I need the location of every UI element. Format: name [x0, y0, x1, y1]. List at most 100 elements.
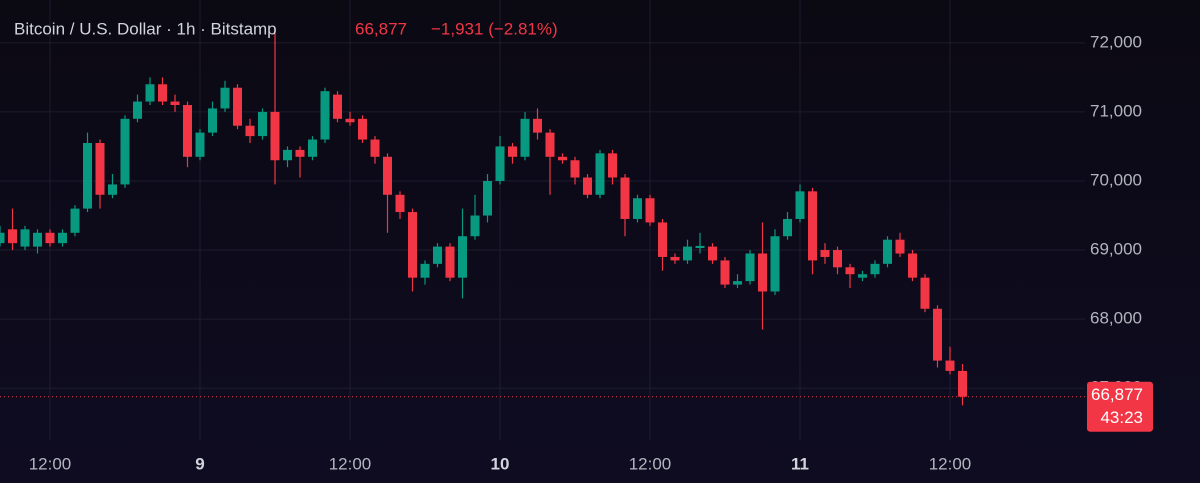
candle-body — [508, 146, 517, 157]
candle-body — [733, 281, 742, 285]
candle-body — [45, 232, 55, 244]
axes: 67,00068,00069,00070,00071,00072,00012:0… — [0, 32, 1153, 473]
candle-body — [383, 156, 392, 195]
candle-body — [683, 246, 692, 261]
candle-body — [95, 142, 105, 195]
candle-body — [608, 153, 617, 178]
y-tick-label: 72,000 — [1090, 32, 1142, 51]
candle-body — [545, 132, 555, 157]
candle-body — [933, 308, 942, 361]
candle-body — [183, 104, 192, 157]
candle-body — [395, 194, 405, 213]
candle-body — [520, 118, 530, 157]
candle-body — [158, 84, 167, 102]
candle-body — [633, 198, 642, 219]
candle-body — [708, 246, 717, 261]
candle-body — [895, 239, 905, 254]
x-tick-label: 12:00 — [629, 454, 672, 473]
candle-body — [458, 236, 467, 278]
candle-body — [83, 142, 92, 209]
candle-body — [808, 191, 817, 261]
candle-body — [20, 229, 30, 247]
candle-body — [145, 84, 155, 102]
price-change: −1,931 (−2.81%) — [431, 19, 558, 38]
grid — [0, 0, 1085, 440]
x-tick-label: 12:00 — [29, 454, 72, 473]
candle-body — [845, 267, 855, 275]
candle-body — [620, 177, 630, 219]
candle-body — [233, 87, 242, 126]
candle-body — [870, 263, 880, 275]
y-tick-label: 71,000 — [1090, 101, 1142, 120]
candle-body — [433, 246, 442, 264]
candle-body — [0, 232, 5, 244]
candle-body — [908, 253, 917, 278]
candle-body — [745, 253, 755, 282]
candle-body — [670, 256, 680, 261]
candle-body — [308, 139, 317, 157]
candle-body — [795, 191, 805, 219]
last-price-header: 66,877 — [355, 19, 407, 38]
candle-body — [420, 263, 430, 278]
candle-body — [70, 208, 80, 233]
candle-body — [858, 274, 867, 278]
candle-body — [333, 94, 342, 119]
candle-body — [495, 146, 505, 181]
countdown: 43:23 — [1100, 408, 1143, 427]
candle-body — [295, 149, 305, 157]
x-tick-label: 9 — [195, 454, 204, 473]
candle-body — [8, 229, 17, 244]
candle-body — [133, 101, 142, 119]
candle-body — [208, 108, 217, 133]
candle-body — [820, 250, 830, 257]
candle-body — [958, 370, 967, 397]
candle-body — [408, 212, 417, 278]
candle-body — [108, 184, 117, 195]
x-tick-label: 12:00 — [929, 454, 972, 473]
candle-body — [245, 125, 255, 137]
candle-body — [595, 153, 605, 195]
candles — [0, 29, 967, 406]
candle-body — [483, 180, 492, 216]
x-tick-label: 12:00 — [329, 454, 372, 473]
candle-body — [758, 253, 767, 292]
candle-body — [370, 139, 380, 157]
candle-body — [258, 111, 267, 137]
candle-body — [783, 218, 792, 237]
candle-body — [470, 215, 480, 237]
candle-body — [720, 260, 730, 285]
candle-body — [283, 149, 292, 161]
candle-body — [583, 177, 592, 195]
symbol-title: Bitcoin / U.S. Dollar · 1h · Bitstamp — [14, 19, 277, 38]
y-tick-label: 70,000 — [1090, 170, 1142, 189]
x-tick-label: 10 — [491, 454, 510, 473]
candle-body — [58, 232, 67, 244]
last-price-label: 66,877 — [1091, 385, 1143, 404]
candle-body — [658, 222, 667, 257]
candle-body — [883, 239, 892, 264]
candle-body — [920, 277, 930, 309]
candle-body — [445, 246, 455, 278]
candle-body — [270, 111, 280, 161]
candle-body — [120, 118, 130, 185]
candle-body — [945, 360, 955, 371]
candle-body — [345, 118, 355, 123]
candle-body — [645, 198, 655, 223]
candle-body — [320, 91, 330, 140]
x-tick-label: 11 — [791, 454, 809, 473]
candle-body — [358, 118, 367, 140]
candle-body — [195, 132, 205, 157]
candle-body — [770, 236, 780, 292]
candle-body — [833, 250, 842, 268]
last-price-box — [1087, 381, 1153, 432]
candle-body — [533, 118, 542, 133]
y-tick-label: 69,000 — [1090, 240, 1142, 259]
y-tick-label: 68,000 — [1090, 309, 1142, 328]
candle-body — [220, 87, 230, 109]
candle-body — [170, 101, 180, 105]
candle-body — [558, 156, 567, 161]
candle-body — [33, 232, 42, 247]
candle-body — [570, 160, 580, 178]
candle-body — [695, 245, 705, 248]
